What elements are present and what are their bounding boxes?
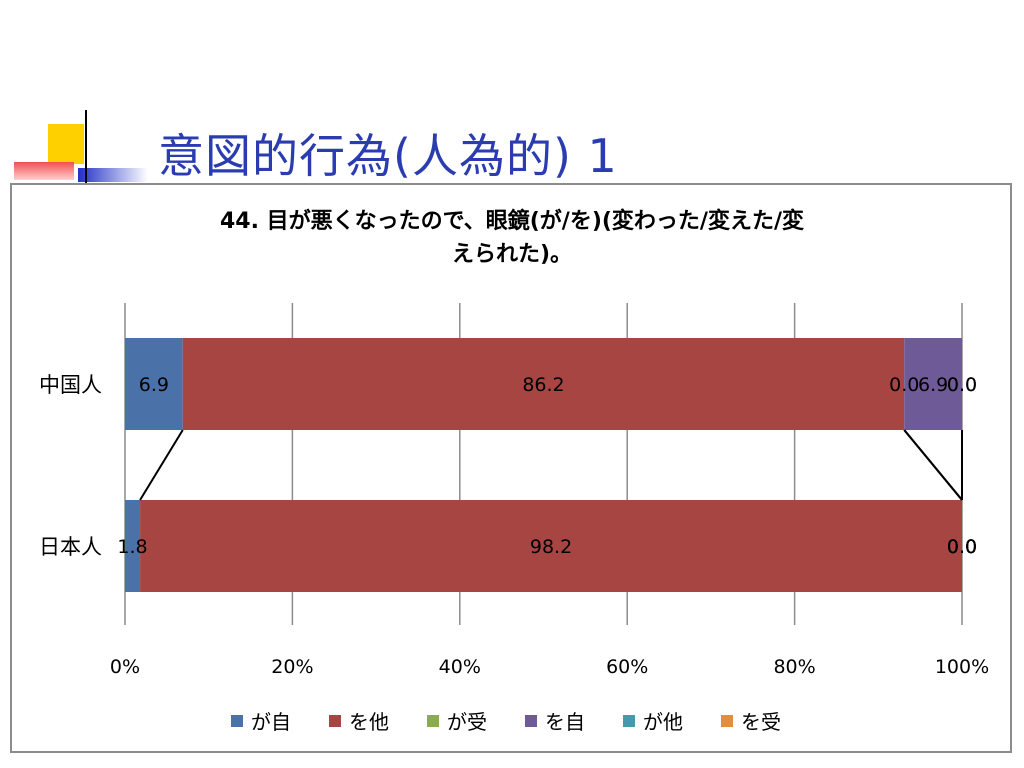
data-label: 0.0 [947,536,977,558]
slide-title: 意図的行為(人為的) 1 [158,129,618,183]
legend-item: が自 [231,706,291,735]
legend-item: を受 [721,706,781,735]
legend-label: を自 [545,710,585,734]
legend-swatch [329,714,341,727]
chart-title-line-2: えられた)。 [451,242,573,267]
deco-red-gradient-bar [14,162,74,180]
data-label: 98.2 [530,536,572,558]
bar-segment [125,500,141,592]
deco-blue-gradient-bar [78,168,148,182]
x-tick-label: 80% [773,656,815,678]
deco-vertical-line [85,110,87,190]
data-label: 0.0 [947,536,977,558]
bar-segment [904,338,962,430]
x-tick-label: 0% [110,656,140,678]
legend-swatch [427,714,439,727]
data-label: 0.0 [947,374,977,396]
chart-frame [10,183,1012,753]
data-label: 0.0 [947,374,977,396]
data-label: 1.8 [117,536,147,558]
legend-swatch [721,714,733,727]
legend-item: が他 [623,706,683,735]
data-label: 0.0 [947,536,977,558]
legend-swatch [623,714,635,727]
x-tick-label: 60% [606,656,648,678]
legend-item: を他 [329,706,389,735]
x-tick-label: 40% [439,656,481,678]
data-label: 6.9 [139,374,169,396]
series-line [139,429,184,501]
data-label: 86.2 [522,374,564,396]
data-label: 6.9 [918,374,948,396]
category-label: 中国人 [39,373,102,397]
legend-label: を受 [741,710,781,734]
legend-swatch [231,714,243,727]
deco-yellow-square [48,124,84,164]
legend-label: が自 [251,710,291,734]
chart-title-line-1: 44. 目が悪くなったので、眼鏡(が/を)(変わった/変えた/変 [219,209,805,234]
legend-label: が他 [643,710,683,734]
x-tick-label: 100% [935,656,989,678]
legend-swatch [525,714,537,727]
bar-segment [125,338,183,430]
data-label: 0.0 [889,374,919,396]
legend-item: が受 [427,706,487,735]
bar-segment [182,338,905,430]
legend-label: が受 [447,710,487,734]
legend-label: を他 [349,710,389,734]
bar-segment [140,500,963,592]
data-label: 0.0 [947,536,977,558]
x-tick-label: 20% [271,656,313,678]
chart-legend: が自 を他 が受 を自 が他 を受 [0,706,1024,734]
legend-item: を自 [525,706,585,735]
category-label: 日本人 [39,535,102,559]
series-line [903,429,963,501]
